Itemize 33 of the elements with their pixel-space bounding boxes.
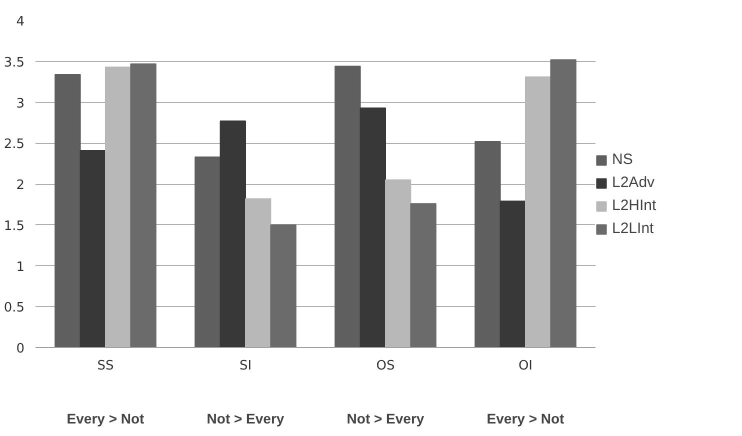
y-tick-label: 1 (16, 260, 25, 275)
bar (194, 156, 221, 348)
bar (80, 150, 106, 348)
bar (474, 140, 501, 348)
bar (54, 74, 81, 348)
x-tick-label: OS (376, 358, 395, 374)
x-tick-label: OI (518, 358, 533, 374)
y-tick-label: 4 (16, 14, 25, 30)
bar (334, 66, 361, 348)
bar (130, 63, 156, 348)
x-tick-label: SI (239, 358, 252, 374)
text: Not > Every (346, 410, 424, 426)
text: Every > Not (486, 410, 565, 426)
text: Not > Every (206, 410, 284, 426)
y-tick-label: 3.5 (4, 55, 25, 70)
y-tick-label: 2.5 (4, 137, 25, 152)
bar (500, 200, 526, 348)
text: Every > Not (66, 410, 145, 426)
legend-label: L2Adv (612, 174, 655, 191)
legend-label: NS (612, 151, 633, 168)
bar (360, 107, 386, 348)
x-tick-label: SS (97, 358, 114, 374)
bar (550, 59, 576, 348)
y-tick-label: 1.5 (4, 218, 25, 234)
y-tick-label: 2 (16, 178, 25, 193)
bar (410, 203, 436, 348)
bar (270, 224, 296, 348)
y-tick-label: 3 (16, 96, 25, 112)
legend-label: L2HInt (612, 197, 656, 214)
y-tick-label: 0.5 (4, 300, 25, 316)
legend-label: L2LInt (612, 220, 654, 237)
bar (220, 120, 246, 348)
y-tick-label: 0 (16, 342, 25, 356)
